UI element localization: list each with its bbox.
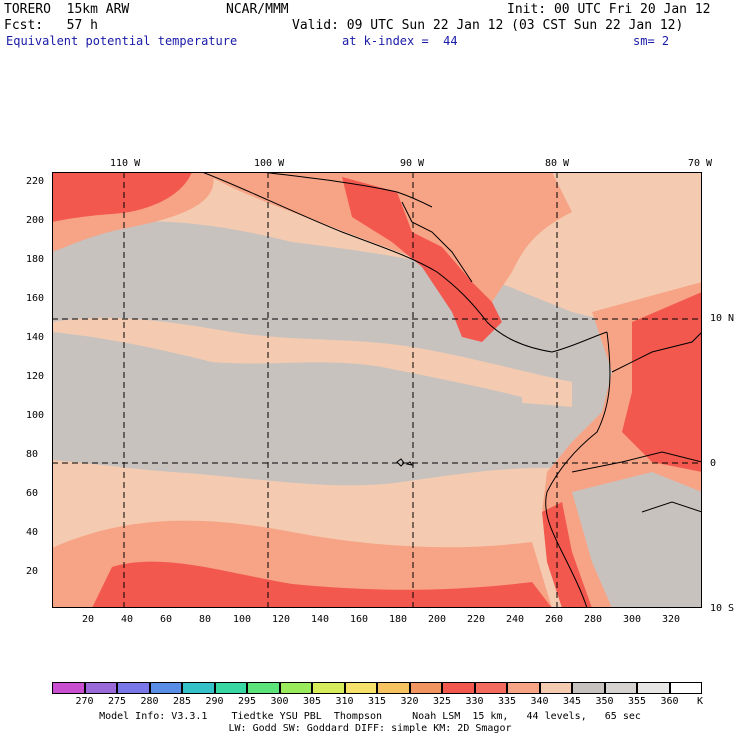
color-scale-label: 295 [237,696,257,707]
y-tick: 200 [26,215,45,226]
x-tick: 160 [350,614,369,625]
y-tick: 40 [26,527,39,538]
color-scale-swatch [442,682,475,694]
y-tick: 100 [26,410,45,421]
color-scale-swatch [539,682,572,694]
x-tick: 120 [272,614,291,625]
color-scale-label: 335 [497,696,517,707]
color-scale-swatch [572,682,605,694]
lon-label-80w: 80 W [545,158,570,169]
lon-label-100w: 100 W [254,158,285,169]
y-tick: 20 [26,566,39,577]
theta-e-map [52,172,702,608]
color-scale-label: 270 [75,696,94,707]
color-scale-swatch [214,682,247,694]
color-scale-swatch [84,682,117,694]
color-scale-label: 285 [172,696,192,707]
color-scale-swatch [247,682,280,694]
color-scale-swatch [344,682,377,694]
color-scale-label: 340 [530,696,549,707]
color-scale-swatch [52,682,85,694]
graticule [52,172,702,608]
x-tick: 240 [506,614,525,625]
gray-band [572,472,702,608]
color-scale-label: 300 [270,696,289,707]
x-tick: 20 [82,614,95,625]
x-tick: 140 [311,614,330,625]
color-scale-swatch [279,682,312,694]
org-label: NCAR/MMM [226,2,289,17]
y-tick: 120 [26,371,45,382]
x-tick: 60 [160,614,173,625]
field-name: Equivalent potential temperature [6,34,238,48]
color-scale-swatch [637,682,670,694]
color-scale-label: 275 [107,696,127,707]
color-scale-label: 320 [400,696,419,707]
x-tick: 280 [584,614,603,625]
model-info: Model Info: V3.3.1 Tiedtke YSU PBL Thomp… [99,711,641,722]
y-tick: 80 [26,449,39,460]
color-scale-label: 360 [660,696,679,707]
lon-label-70w: 70 W [688,158,713,169]
gray-band [52,332,522,417]
hot-region [342,177,502,342]
color-scale-swatch [149,682,182,694]
color-scale-label: 330 [465,696,484,707]
y-tick: 180 [26,254,45,265]
hot-region [542,502,592,608]
color-scale-unit: K [697,696,704,707]
color-scale-swatch [182,682,215,694]
hot-region [622,292,702,472]
color-scale-label: 350 [595,696,614,707]
x-tick: 300 [623,614,642,625]
color-scale-swatch [117,682,150,694]
x-tick: 200 [428,614,447,625]
color-scale-label: 305 [302,696,322,707]
color-scale-label: 310 [335,696,354,707]
salmon-region [202,172,572,322]
color-scale-label: 290 [205,696,224,707]
lat-label-0: 0 [710,458,717,469]
color-scale-swatch [507,682,540,694]
forecast-hour: Fcst: 57 h [4,18,98,33]
smoothing-label: sm= 2 [633,34,670,48]
color-scale-swatch [474,682,507,694]
color-scale-swatch [669,682,702,694]
model-title: TORERO 15km ARW [4,2,130,17]
y-tick: 160 [26,293,45,304]
init-time: Init: 00 UTC Fri 20 Jan 12 [507,2,711,17]
hot-region [52,172,192,222]
color-scale-label: 345 [562,696,582,707]
x-tick: 180 [389,614,408,625]
map-frame [52,172,702,608]
color-scale-bar [52,682,702,694]
lon-label-90w: 90 W [400,158,425,169]
hot-region [92,561,552,608]
color-scale-label: 355 [627,696,647,707]
x-tick: 320 [662,614,681,625]
coastlines [201,172,702,608]
physics-info: LW: Godd SW: Goddard DIFF: simple KM: 2D… [228,723,512,734]
y-tick: 220 [26,176,45,187]
color-scale-swatch [312,682,345,694]
color-scale-swatch [409,682,442,694]
valid-time: Valid: 09 UTC Sun 22 Jan 12 (03 CST Sun … [292,18,684,33]
lon-label-110w: 110 W [110,158,141,169]
lat-label-10s: 10 S [710,603,735,614]
y-tick: 60 [26,488,39,499]
x-tick: 40 [121,614,134,625]
x-tick: 80 [199,614,212,625]
color-scale-label: 325 [432,696,452,707]
color-scale-label: 280 [140,696,159,707]
lat-label-10n: 10 N [710,313,735,324]
level-label: at k-index = 44 [342,34,458,48]
y-tick: 140 [26,332,45,343]
x-tick: 220 [467,614,486,625]
color-scale-swatch [377,682,410,694]
color-scale-label: 315 [367,696,387,707]
x-tick: 260 [545,614,564,625]
x-tick: 100 [233,614,252,625]
color-scale-swatch [604,682,637,694]
